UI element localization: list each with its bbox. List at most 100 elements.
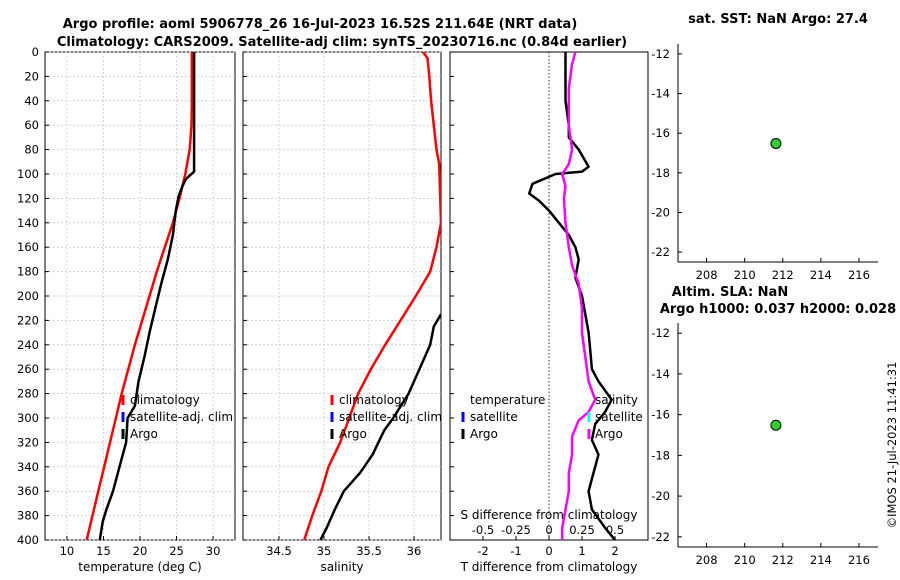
sst-plot-area xyxy=(678,44,878,262)
difference-plot-area xyxy=(449,51,649,541)
temperature-y-tick-label: 340 xyxy=(17,460,39,474)
difference-x-tick-label: -1 xyxy=(510,544,521,558)
difference-s-tick-label: -0.25 xyxy=(501,523,531,537)
sla-x-tick-label: 212 xyxy=(772,553,794,567)
difference-legend-label: satellite xyxy=(470,410,518,424)
sst-float-position-marker xyxy=(770,137,782,149)
temperature-y-tick-label: 380 xyxy=(17,509,39,523)
sla-y-tick-label: -22 xyxy=(651,530,670,544)
sst-x-tick-label: 212 xyxy=(772,268,794,282)
difference-series-t-difference xyxy=(527,52,616,540)
temperature-x-tick-label: 20 xyxy=(133,544,148,558)
sla-title-line-2: Argo h1000: 0.037 h2000: 0.028 xyxy=(660,302,896,317)
sla-x-tick-label: 210 xyxy=(734,553,756,567)
sst-x-tick-label: 216 xyxy=(848,268,870,282)
sst-y-tick-label: -20 xyxy=(651,205,670,219)
temperature-x-tick-label: 15 xyxy=(96,544,111,558)
sst-x-tick-label: 214 xyxy=(810,268,832,282)
temperature-x-tick-label: 30 xyxy=(206,544,221,558)
difference-x-tick-label: 0 xyxy=(545,544,552,558)
salinity-legend-label: satellite-adj. clim xyxy=(339,410,442,424)
salinity-x-tick-label: 35 xyxy=(317,544,332,558)
difference-x-tick-label: -2 xyxy=(477,544,488,558)
difference-legend-title-left: temperature xyxy=(470,393,545,407)
temperature-y-tick-label: 120 xyxy=(17,191,39,205)
salinity-legend-label: Argo xyxy=(339,427,367,441)
salinity-series-climatology xyxy=(303,52,441,540)
difference-x-tick-label: 2 xyxy=(611,544,618,558)
temperature-legend-label: Argo xyxy=(130,427,158,441)
sst-y-tick-label: -18 xyxy=(651,166,670,180)
sst-y-tick-label: -22 xyxy=(651,245,670,259)
temperature-y-tick-label: 100 xyxy=(17,167,39,181)
salinity-panel: 34.5 35 35.5 36 salinity climatology satellite… xyxy=(242,51,442,574)
sla-map-panel: 208 210 212 214 216 -12 -14 -16 -18 -20 -22 xyxy=(651,323,878,567)
difference-s-tick-label: 0.25 xyxy=(569,523,595,537)
sla-plot-area xyxy=(678,323,878,547)
difference-s-tick-label: 0 xyxy=(545,523,552,537)
sst-title: sat. SST: NaN Argo: 27.4 xyxy=(688,12,868,27)
sla-float-position-marker xyxy=(770,419,782,431)
difference-s-tick-label: -0.5 xyxy=(472,523,494,537)
difference-x-axis-label: T difference from climatology xyxy=(460,560,638,574)
sst-y-tick-label: -16 xyxy=(651,126,670,140)
temperature-y-tick-label: 320 xyxy=(17,435,39,449)
temperature-y-tick-label: 400 xyxy=(17,533,39,547)
salinity-series-argo xyxy=(319,313,441,540)
difference-s-axis-label: S difference from climatology xyxy=(461,508,638,522)
sla-x-tick-label: 216 xyxy=(848,553,870,567)
temperature-y-tick-label: 60 xyxy=(24,118,39,132)
temperature-series-argo xyxy=(98,52,196,540)
difference-x-tick-label: 1 xyxy=(578,544,585,558)
temperature-y-tick-label: 140 xyxy=(17,216,39,230)
sst-y-tick-label: -12 xyxy=(651,47,670,61)
temperature-y-tick-label: 40 xyxy=(24,94,39,108)
temperature-y-tick-label: 200 xyxy=(17,289,39,303)
temperature-panel: 10 15 20 25 30020406080100120140160180200220… xyxy=(17,45,236,574)
sla-title-line-1: Altim. SLA: NaN xyxy=(672,285,788,300)
difference-legend-label: satellite xyxy=(595,410,643,424)
temperature-y-tick-label: 180 xyxy=(17,265,39,279)
sst-map-panel: 208 210 212 214 216 -12 -14 -16 -18 -20 -22 xyxy=(651,44,878,282)
temperature-y-tick-label: 300 xyxy=(17,411,39,425)
sla-x-tick-label: 208 xyxy=(696,553,718,567)
difference-legend-label: Argo xyxy=(595,427,623,441)
temperature-y-tick-label: 240 xyxy=(17,338,39,352)
sla-y-tick-label: -16 xyxy=(651,408,670,422)
temperature-y-tick-label: 280 xyxy=(17,387,39,401)
salinity-legend-label: climatology xyxy=(339,393,409,407)
salinity-x-tick-label: 35.5 xyxy=(356,544,382,558)
salinity-x-tick-label: 34.5 xyxy=(266,544,292,558)
sla-y-tick-label: -14 xyxy=(651,367,670,381)
temperature-x-tick-label: 25 xyxy=(169,544,184,558)
difference-series-s-difference xyxy=(560,52,597,540)
temperature-y-tick-label: 80 xyxy=(24,143,39,157)
salinity-x-axis-label: salinity xyxy=(320,560,363,574)
sla-y-tick-label: -18 xyxy=(651,448,670,462)
title-line-1: Argo profile: aoml 5906778_26 16-Jul-202… xyxy=(63,17,578,32)
temperature-legend-label: satellite-adj. clim xyxy=(130,410,233,424)
sst-x-tick-label: 210 xyxy=(734,268,756,282)
temperature-x-axis-label: temperature (deg C) xyxy=(78,560,201,574)
difference-legend-label: Argo xyxy=(470,427,498,441)
difference-s-tick-label: 0.5 xyxy=(606,523,624,537)
temperature-y-tick-label: 260 xyxy=(17,362,39,376)
salinity-x-tick-label: 36 xyxy=(407,544,422,558)
difference-legend-title-right: salinity xyxy=(595,393,638,407)
temperature-x-tick-label: 10 xyxy=(60,544,75,558)
temperature-y-tick-label: 0 xyxy=(32,45,39,59)
sst-y-tick-label: -14 xyxy=(651,87,670,101)
temperature-series-climatology xyxy=(85,52,194,540)
sla-y-tick-label: -12 xyxy=(651,326,670,340)
temperature-y-tick-label: 20 xyxy=(24,69,39,83)
difference-panel: -2 -1 0 1 2 T difference from climatology S di… xyxy=(449,51,649,574)
temperature-legend-label: climatology xyxy=(130,393,200,407)
sst-x-tick-label: 208 xyxy=(696,268,718,282)
sla-y-tick-label: -20 xyxy=(651,489,670,503)
title-line-2: Climatology: CARS2009. Satellite-adj cli… xyxy=(57,35,627,50)
sla-x-tick-label: 214 xyxy=(810,553,832,567)
temperature-y-tick-label: 360 xyxy=(17,484,39,498)
temperature-y-tick-label: 160 xyxy=(17,240,39,254)
credit-text: ©IMOS 21-Jul-2023 11:41:31 xyxy=(885,362,899,529)
